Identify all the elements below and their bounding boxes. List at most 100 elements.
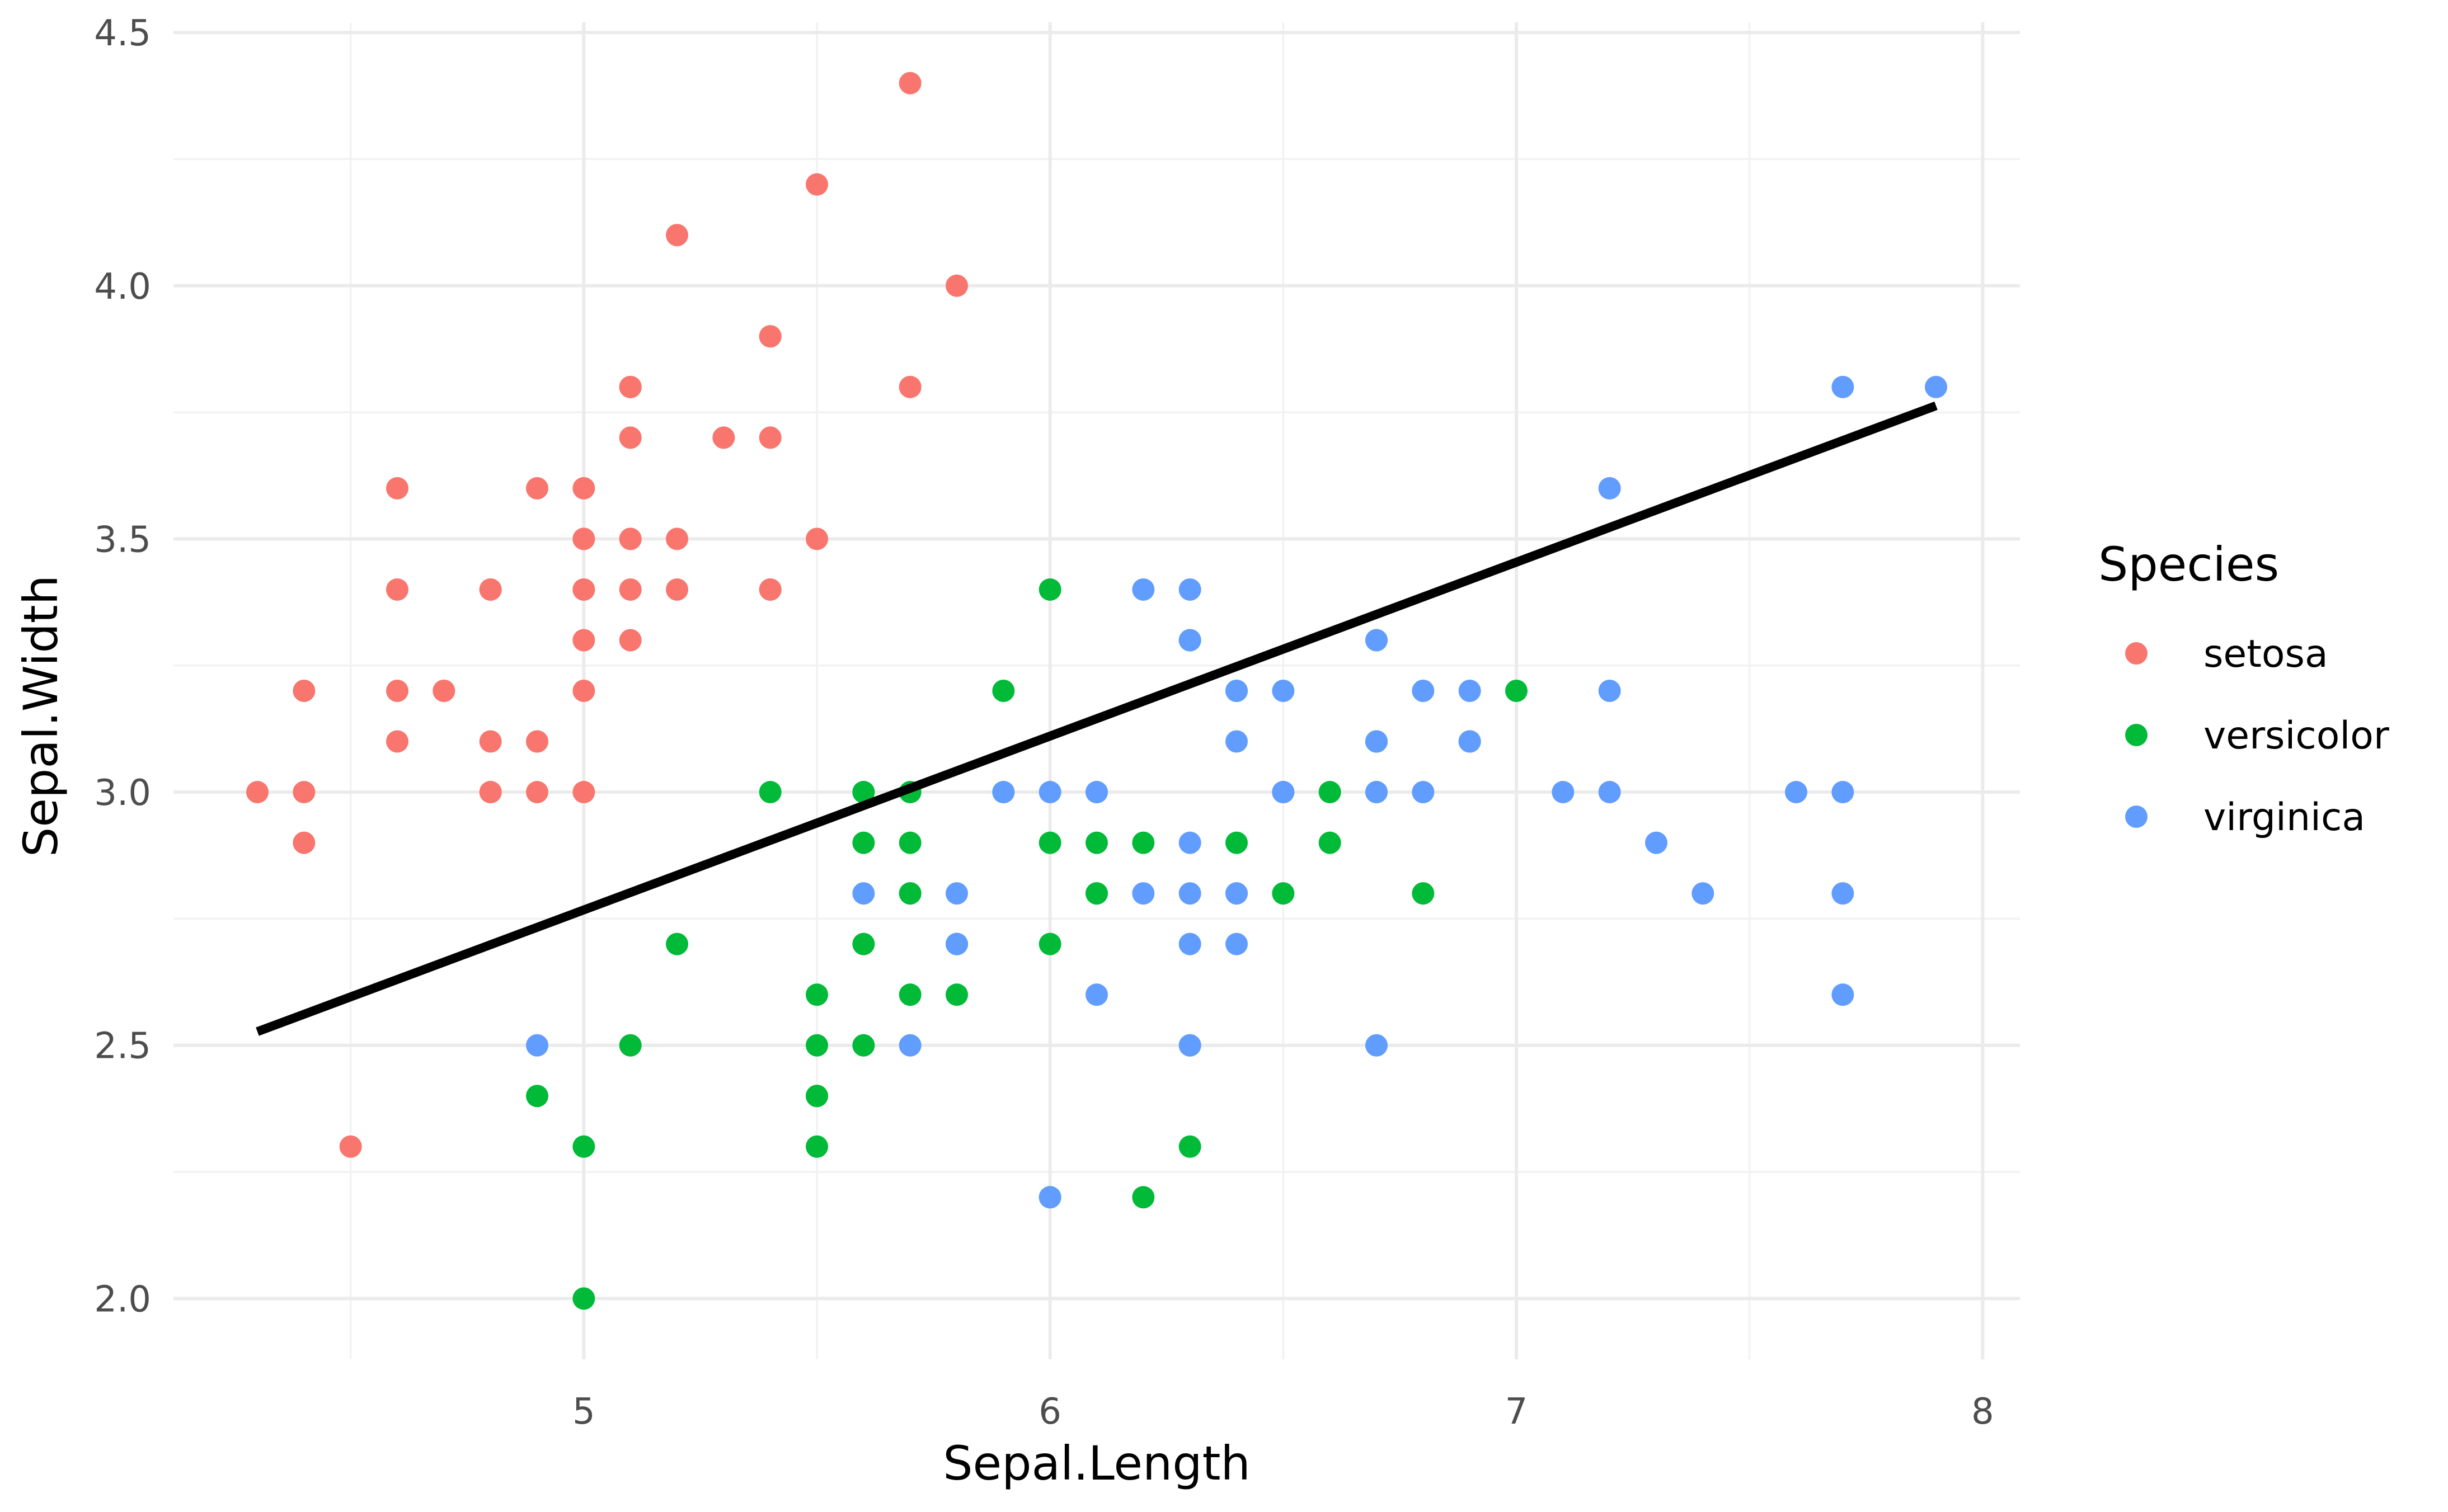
y-axis-ticks: 2.0 2.5 3.0 3.5 4.0 4.5 <box>94 13 151 1320</box>
point-versicolor <box>899 831 922 854</box>
point-setosa <box>572 629 595 652</box>
point-setosa <box>386 680 408 702</box>
point-virginica <box>1086 781 1108 804</box>
point-setosa <box>759 325 782 348</box>
point-virginica <box>1365 781 1388 804</box>
legend-items: setosa versicolor virginica <box>2125 632 2389 840</box>
point-versicolor <box>1039 932 1061 955</box>
point-versicolor <box>572 1287 595 1310</box>
point-virginica <box>1272 680 1295 702</box>
point-setosa <box>386 578 408 601</box>
point-virginica <box>1365 629 1388 652</box>
legend: Species setosa versicolor virginica <box>2098 537 2389 840</box>
point-virginica <box>1831 375 1854 398</box>
y-tick-label: 2.0 <box>94 1279 151 1320</box>
point-versicolor <box>852 1034 875 1057</box>
point-virginica <box>1831 882 1854 905</box>
point-virginica <box>899 1034 922 1057</box>
point-virginica <box>1925 375 1947 398</box>
legend-label-setosa: setosa <box>2203 632 2328 676</box>
point-setosa <box>339 1135 362 1158</box>
point-setosa <box>619 426 642 449</box>
point-setosa <box>572 527 595 550</box>
point-versicolor <box>666 932 688 955</box>
x-axis-title: Sepal.Length <box>943 1436 1251 1491</box>
minor-gridlines <box>173 22 2020 1359</box>
point-setosa <box>899 375 922 398</box>
point-versicolor <box>806 1085 828 1108</box>
point-versicolor <box>806 1034 828 1057</box>
point-setosa <box>666 224 688 247</box>
point-virginica <box>852 882 875 905</box>
point-setosa <box>666 527 688 550</box>
point-setosa <box>619 527 642 550</box>
point-versicolor <box>852 831 875 854</box>
point-setosa <box>572 477 595 500</box>
point-virginica <box>1831 983 1854 1006</box>
point-versicolor <box>806 983 828 1006</box>
y-tick-label: 4.0 <box>94 266 151 308</box>
point-setosa <box>293 781 316 804</box>
point-virginica <box>1458 680 1481 702</box>
point-setosa <box>572 680 595 702</box>
point-setosa <box>293 680 316 702</box>
point-versicolor <box>1412 882 1435 905</box>
point-setosa <box>572 781 595 804</box>
point-versicolor <box>852 932 875 955</box>
point-virginica <box>1225 680 1248 702</box>
x-tick-label: 8 <box>1971 1391 1994 1433</box>
y-tick-label: 3.5 <box>94 519 151 560</box>
point-virginica <box>1785 781 1807 804</box>
point-virginica <box>1225 730 1248 753</box>
point-virginica <box>1225 932 1248 955</box>
point-virginica <box>1552 781 1575 804</box>
point-setosa <box>479 730 502 753</box>
point-virginica <box>1178 578 1201 601</box>
point-setosa <box>386 477 408 500</box>
point-versicolor <box>946 983 968 1006</box>
legend-key-versicolor <box>2125 724 2148 746</box>
trend-line-group <box>256 401 1938 1036</box>
point-versicolor <box>526 1085 548 1108</box>
point-versicolor <box>1132 831 1155 854</box>
point-setosa <box>619 578 642 601</box>
point-versicolor <box>1272 882 1295 905</box>
point-virginica <box>1691 882 1714 905</box>
point-virginica <box>1645 831 1667 854</box>
point-versicolor <box>1086 831 1108 854</box>
point-setosa <box>759 578 782 601</box>
point-setosa <box>946 274 968 297</box>
point-versicolor <box>899 882 922 905</box>
point-setosa <box>433 680 455 702</box>
point-virginica <box>946 882 968 905</box>
x-tick-label: 7 <box>1505 1391 1528 1433</box>
point-versicolor <box>852 781 875 804</box>
point-versicolor <box>1225 831 1248 854</box>
point-setosa <box>526 730 548 753</box>
trend-line <box>256 401 1938 1036</box>
point-versicolor <box>1505 680 1528 702</box>
major-gridlines <box>173 22 2020 1359</box>
point-virginica <box>1039 781 1061 804</box>
point-virginica <box>1458 730 1481 753</box>
point-virginica <box>1178 932 1201 955</box>
x-tick-label: 5 <box>572 1391 595 1433</box>
point-versicolor <box>1086 882 1108 905</box>
legend-label-virginica: virginica <box>2203 795 2365 840</box>
point-virginica <box>1132 882 1155 905</box>
point-virginica <box>1272 781 1295 804</box>
point-setosa <box>899 72 922 95</box>
point-virginica <box>946 932 968 955</box>
point-setosa <box>759 426 782 449</box>
point-versicolor <box>619 1034 642 1057</box>
point-virginica <box>526 1034 548 1057</box>
point-virginica <box>1225 882 1248 905</box>
point-virginica <box>1039 1186 1061 1209</box>
point-setosa <box>619 375 642 398</box>
point-setosa <box>666 578 688 601</box>
point-virginica <box>1086 983 1108 1006</box>
data-points <box>246 72 1947 1310</box>
legend-key-setosa <box>2125 642 2148 665</box>
y-tick-label: 4.5 <box>94 13 151 54</box>
